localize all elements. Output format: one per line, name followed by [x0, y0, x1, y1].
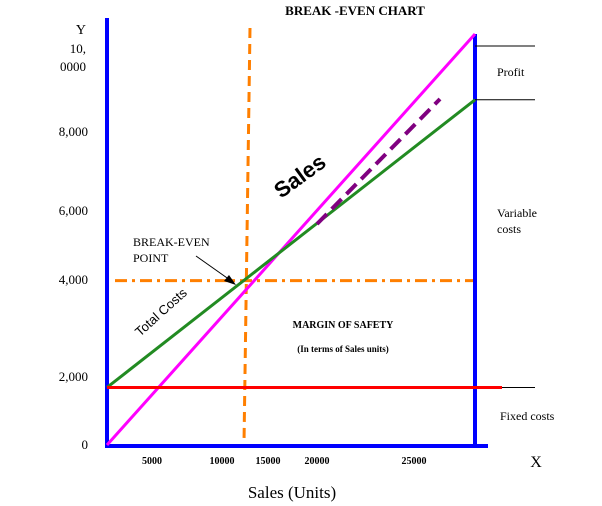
- x-tick-label: 5000: [142, 456, 162, 467]
- chart-title: BREAK -EVEN CHART: [285, 3, 425, 18]
- x-tick-label: 10000: [210, 456, 235, 467]
- fixed-costs-label: Fixed costs: [500, 409, 555, 423]
- y-axis-letter: Y: [76, 23, 86, 38]
- break-even-label-line-1: BREAK-EVEN: [133, 235, 210, 249]
- break-even-arrow-shaft: [195, 255, 231, 281]
- total-costs-line: [106, 98, 476, 389]
- y-tick-label: 8,000: [59, 124, 88, 139]
- x-tick-label: 15000: [256, 456, 281, 467]
- margin-of-safety-label: MARGIN OF SAFETY: [293, 320, 395, 331]
- sales-line: [105, 32, 477, 447]
- y-top-label-line-2: 0000: [60, 59, 86, 74]
- y-tick-label: 4,000: [59, 272, 88, 287]
- margin-of-safety-dashed-line: [315, 97, 442, 226]
- x-axis-letter: X: [530, 454, 542, 471]
- y-tick-label: 0: [82, 437, 89, 452]
- y-top-label-line-1: 10,: [70, 41, 86, 56]
- break-even-label-line-2: POINT: [133, 251, 169, 265]
- profit-label: Profit: [497, 65, 525, 79]
- variable-costs-label-line-2: costs: [497, 222, 521, 236]
- break-even-arrow-head: [224, 275, 236, 285]
- variable-costs-label-line-1: Variable: [497, 206, 537, 220]
- break-even-vertical-guide: [242, 27, 252, 444]
- sales-line-label: Sales: [269, 149, 330, 203]
- x-tick-label: 25000: [402, 456, 427, 467]
- x-tick-label: 20000: [305, 456, 330, 467]
- y-tick-label: 6,000: [59, 203, 88, 218]
- margin-of-safety-sublabel: (In terms of Sales units): [297, 344, 389, 354]
- x-axis-label: Sales (Units): [248, 483, 336, 502]
- y-tick-label: 2,000: [59, 369, 88, 384]
